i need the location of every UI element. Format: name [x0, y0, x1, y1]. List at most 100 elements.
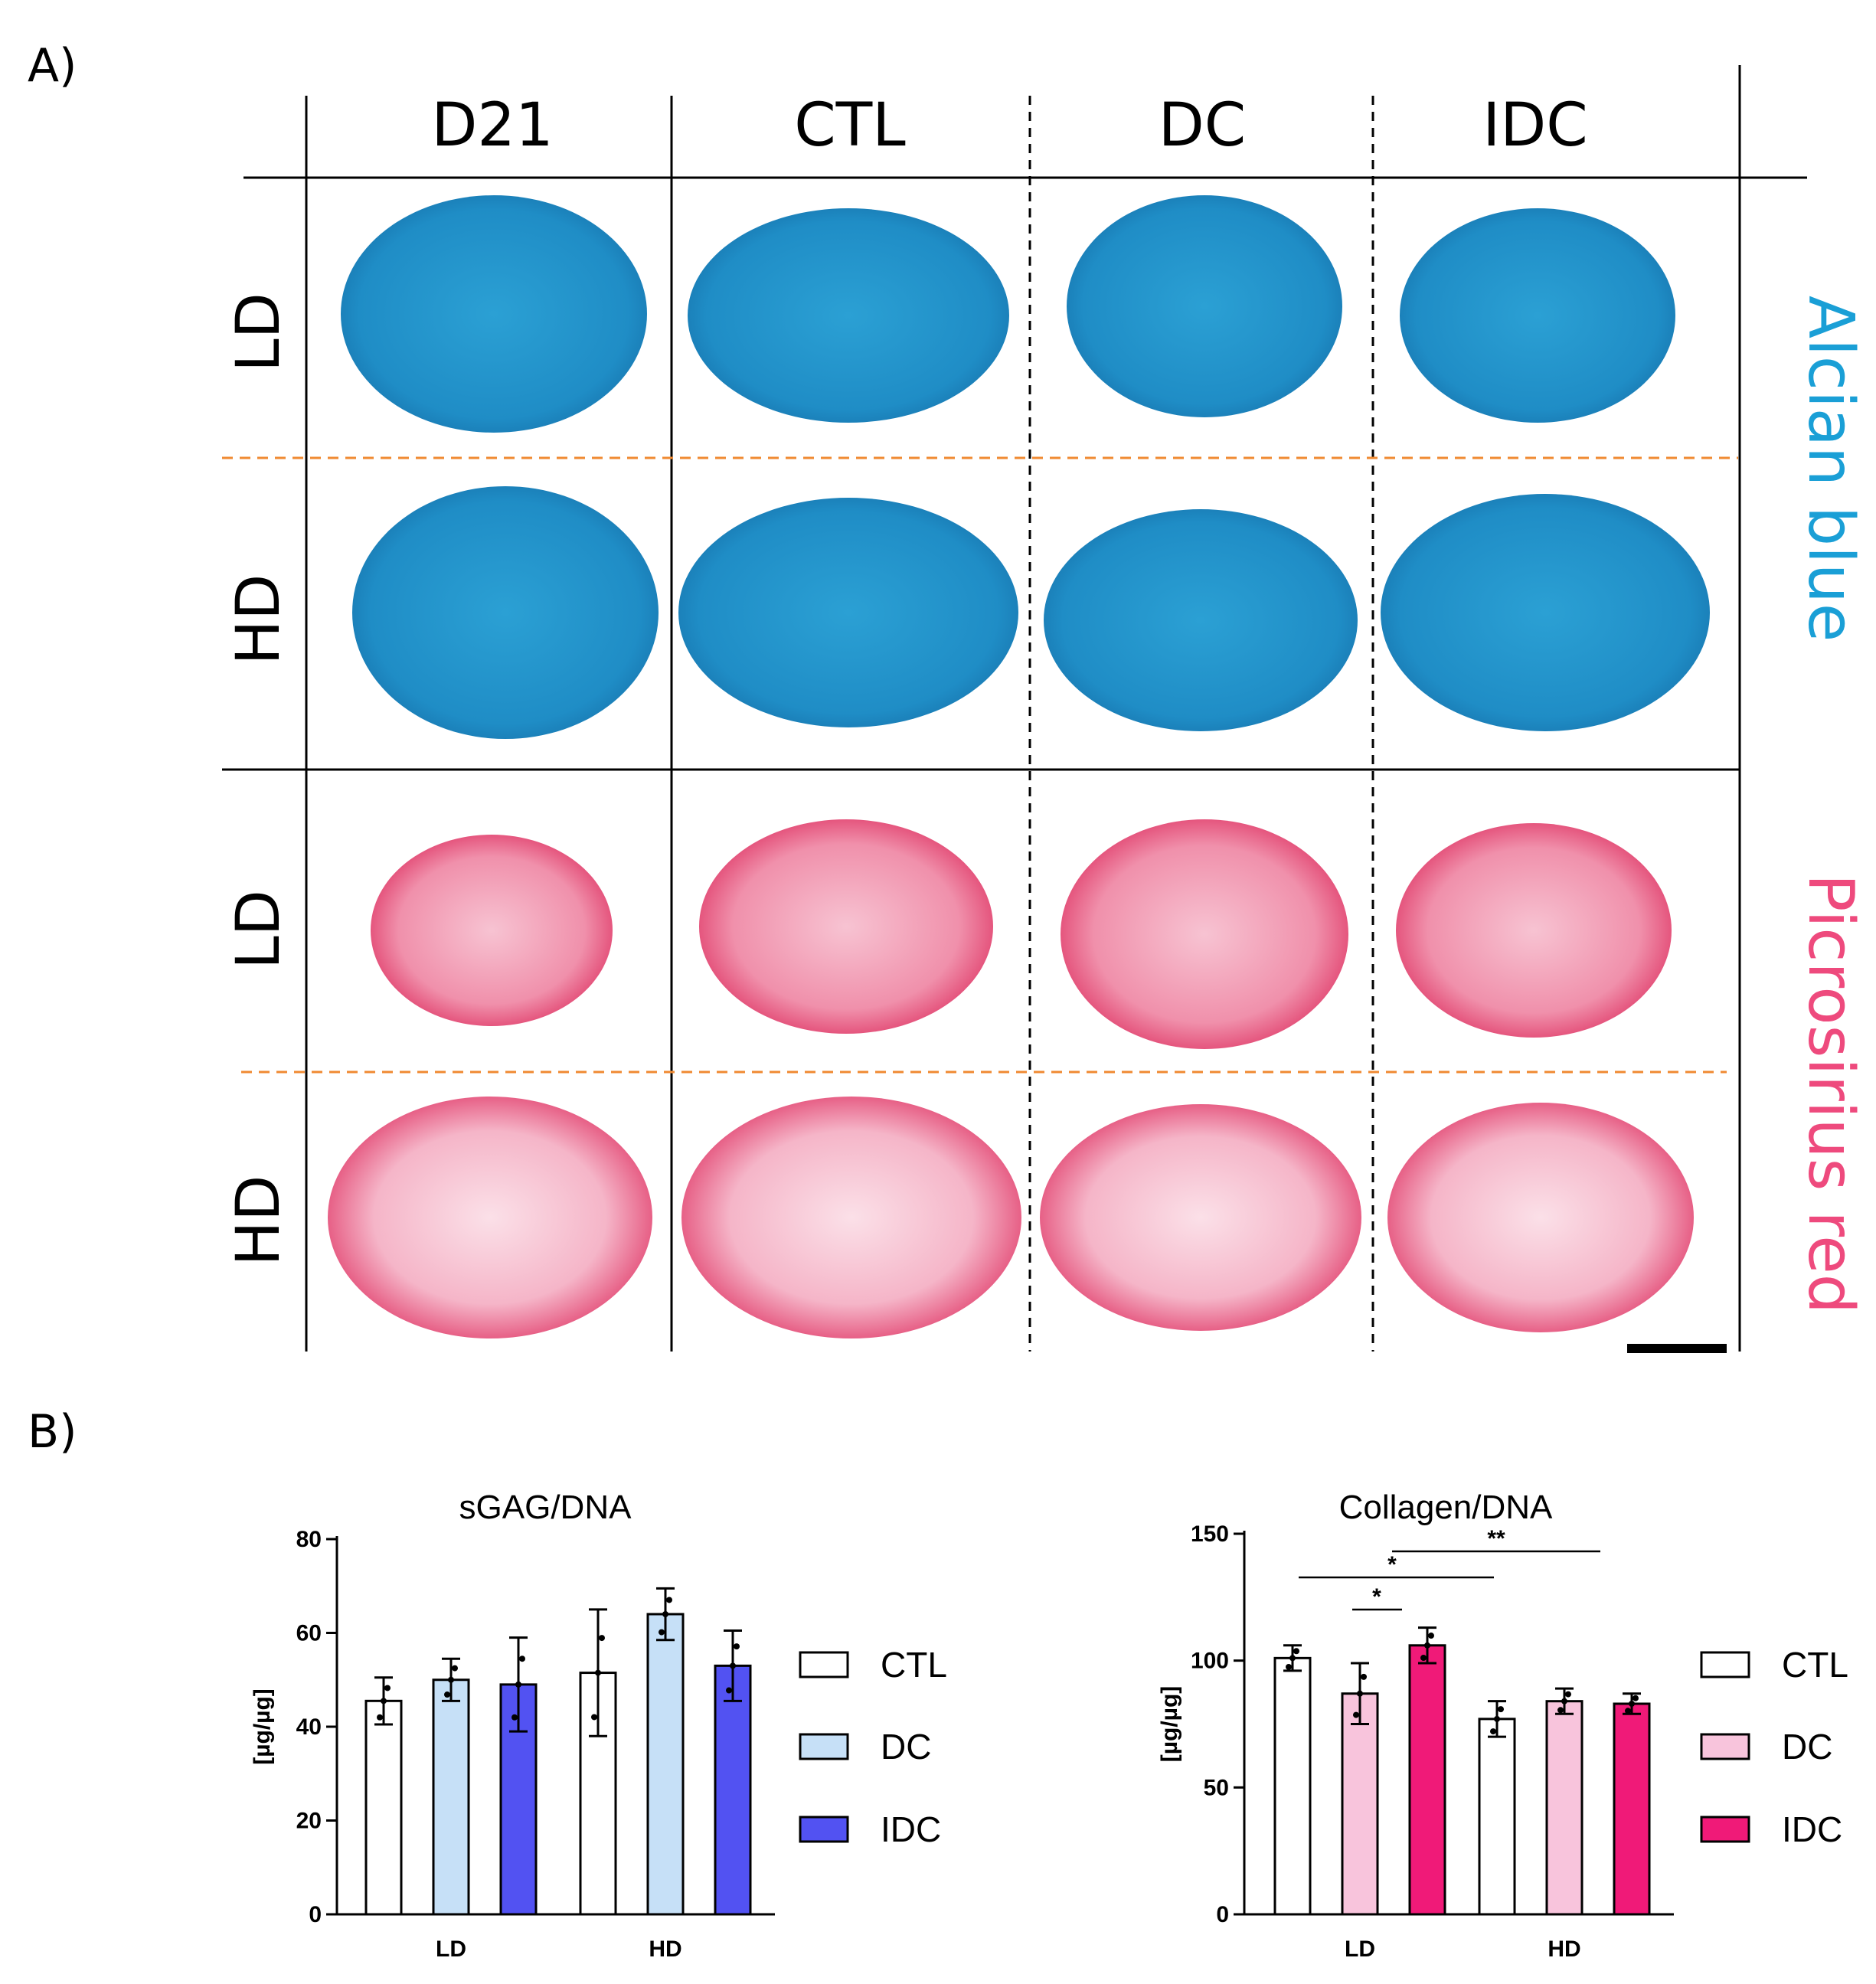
y-tick-label: 100: [1191, 1649, 1229, 1674]
y-tick-label: 0: [1216, 1902, 1229, 1927]
panel-b-label: B): [28, 1405, 77, 1459]
data-point: [599, 1635, 605, 1642]
data-point: [591, 1714, 597, 1721]
data-point: [1629, 1700, 1635, 1707]
column-header-ctl: CTL: [794, 91, 906, 160]
data-point: [734, 1643, 740, 1650]
legend-label-ctl: CTL: [1782, 1645, 1848, 1685]
legend-label-idc: IDC: [881, 1809, 941, 1849]
data-point: [1353, 1711, 1359, 1718]
bar-dc-hd: [646, 1613, 685, 1916]
data-point: [1565, 1691, 1571, 1698]
data-point: [1361, 1673, 1367, 1680]
legend-swatch-ctl: [1700, 1651, 1750, 1678]
y-axis-label: [µg/µg]: [1157, 1686, 1182, 1763]
data-point: [1286, 1663, 1292, 1670]
chart-title: Collagen/DNA: [1339, 1489, 1553, 1526]
data-point: [1289, 1655, 1296, 1662]
data-point: [1490, 1728, 1496, 1735]
bar-ctl-ld: [364, 1699, 403, 1916]
tissue-red-hd-d21: [328, 1097, 652, 1338]
data-point: [1424, 1642, 1430, 1649]
data-point: [515, 1681, 521, 1688]
data-point: [1494, 1715, 1500, 1722]
data-point: [1633, 1695, 1639, 1701]
bar-dc-ld: [432, 1678, 470, 1916]
data-point: [1357, 1690, 1363, 1697]
x-tick-label-ld: LD: [1345, 1937, 1375, 1962]
bar-dc-hd: [1545, 1700, 1583, 1916]
data-point: [726, 1687, 732, 1694]
y-tick-label: 50: [1204, 1775, 1229, 1800]
tissue-red-hd-idc: [1387, 1103, 1694, 1332]
tissue-blue-ld-dc: [1067, 195, 1342, 417]
y-tick-label: 40: [296, 1714, 322, 1740]
tissue-red-ld-dc: [1061, 819, 1348, 1049]
scale-bar: [1627, 1344, 1727, 1353]
y-tick-label: 60: [296, 1621, 322, 1646]
tissue-blue-ld-idc: [1400, 208, 1675, 423]
bar-dc-ld: [1341, 1692, 1379, 1916]
data-point: [448, 1676, 454, 1683]
data-point: [1561, 1698, 1567, 1705]
significance-marker: **: [1487, 1526, 1505, 1551]
data-point: [1428, 1633, 1434, 1639]
bar-idc-hd: [1613, 1702, 1651, 1916]
tissue-blue-hd-dc: [1044, 509, 1358, 731]
y-tick-label: 150: [1191, 1522, 1229, 1547]
tissue-blue-hd-idc: [1381, 494, 1710, 731]
y-tick-label: 0: [309, 1902, 322, 1927]
column-header-dc: DC: [1158, 91, 1247, 160]
data-point: [381, 1698, 387, 1705]
bar-ctl-hd: [1478, 1718, 1516, 1916]
column-header-d21: D21: [431, 91, 554, 160]
y-tick-label: 80: [296, 1527, 322, 1552]
data-point: [444, 1691, 450, 1698]
legend-swatch-idc: [799, 1816, 849, 1843]
significance-marker: *: [1387, 1552, 1397, 1577]
legend-swatch-ctl: [799, 1651, 849, 1678]
data-point: [1498, 1706, 1504, 1713]
legend-label-dc: DC: [1782, 1727, 1832, 1767]
tissue-blue-hd-ctl: [678, 498, 1018, 727]
data-point: [377, 1714, 383, 1721]
data-point: [1625, 1708, 1631, 1714]
column-header-idc: IDC: [1482, 91, 1588, 160]
data-point: [519, 1656, 525, 1662]
x-tick-label-hd: HD: [649, 1937, 681, 1962]
tissue-red-ld-idc: [1396, 823, 1672, 1038]
data-point: [1420, 1655, 1427, 1662]
data-point: [511, 1714, 518, 1721]
legend-label-dc: DC: [881, 1727, 931, 1767]
bar-idc-hd: [714, 1664, 752, 1916]
data-point: [1557, 1707, 1564, 1714]
data-point: [595, 1669, 601, 1676]
data-point: [452, 1665, 458, 1672]
panel-a-label: A): [28, 39, 77, 93]
legend-swatch-idc: [1700, 1816, 1750, 1843]
data-point: [384, 1685, 391, 1691]
legend-label-ctl: CTL: [881, 1645, 947, 1685]
chart-title: sGAG/DNA: [459, 1489, 632, 1526]
y-axis-label: [µg/µg]: [250, 1688, 275, 1765]
data-point: [662, 1611, 668, 1617]
significance-marker: *: [1372, 1584, 1381, 1610]
x-tick-label-ld: LD: [436, 1937, 466, 1962]
tissue-red-hd-dc: [1040, 1104, 1361, 1331]
tissue-blue-hd-d21: [352, 486, 659, 739]
data-point: [659, 1629, 665, 1636]
y-tick-label: 20: [296, 1809, 322, 1834]
bar-ctl-ld: [1273, 1656, 1312, 1916]
legend-label-idc: IDC: [1782, 1809, 1842, 1849]
data-point: [730, 1662, 736, 1669]
histology-grid: [222, 65, 1807, 1353]
tissue-blue-ld-ctl: [688, 208, 1009, 423]
bar-idc-ld: [1408, 1644, 1446, 1916]
legend-swatch-dc: [1700, 1733, 1750, 1760]
data-point: [1293, 1648, 1299, 1655]
tissue-blue-ld-d21: [341, 195, 647, 433]
x-tick-label-hd: HD: [1548, 1937, 1580, 1962]
data-point: [666, 1597, 672, 1603]
